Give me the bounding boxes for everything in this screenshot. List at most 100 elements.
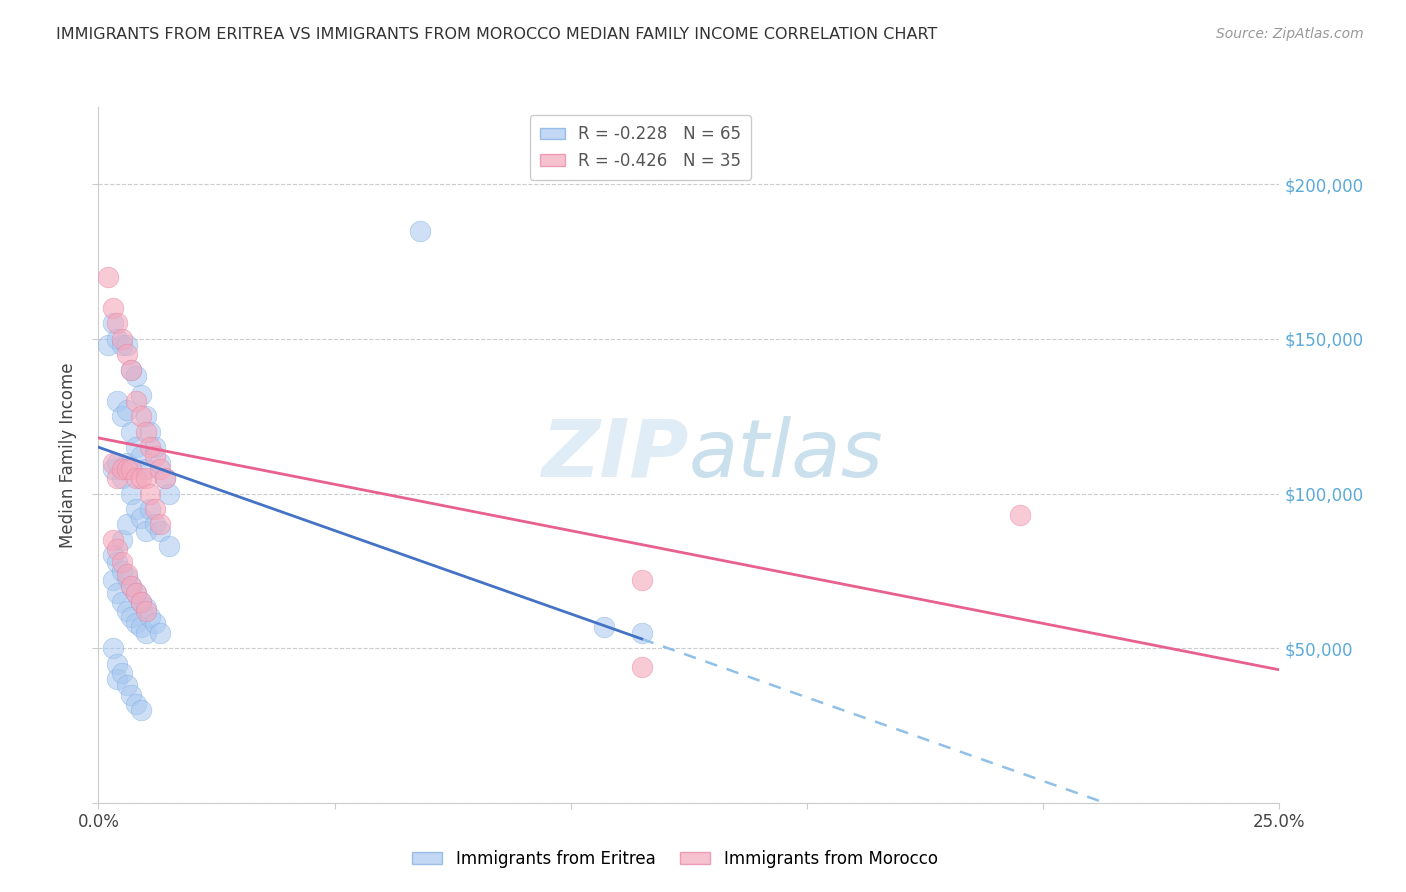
Point (135, 604, 157, 618)
Point (139, 425, 162, 439)
Point (630, 625, 652, 640)
Point (101, 533, 124, 547)
Point (105, 672, 128, 686)
Legend: R = -0.228   N = 65, R = -0.426   N = 35: R = -0.228 N = 65, R = -0.426 N = 35 (530, 115, 751, 179)
Point (135, 524, 157, 538)
Point (125, 616, 148, 631)
Y-axis label: Median Family Income: Median Family Income (59, 362, 77, 548)
Point (139, 486, 162, 500)
Point (149, 456, 172, 470)
Point (105, 542, 128, 557)
Point (105, 393, 128, 408)
Point (105, 456, 128, 470)
Point (111, 332, 134, 346)
Point (115, 456, 138, 470)
Point (153, 471, 176, 485)
Point (125, 369, 148, 384)
Point (135, 601, 157, 615)
Point (101, 301, 124, 315)
Point (101, 641, 124, 656)
Point (115, 604, 138, 618)
Point (125, 585, 148, 599)
Point (153, 471, 176, 485)
Point (125, 585, 148, 599)
Point (97, 270, 120, 285)
Point (125, 697, 148, 711)
Point (121, 610, 143, 624)
Point (105, 585, 128, 599)
Point (135, 425, 157, 439)
Point (111, 555, 134, 569)
Point (101, 317, 124, 331)
Point (149, 625, 172, 640)
Point (143, 450, 166, 464)
Point (105, 555, 128, 569)
Point (111, 338, 134, 352)
Point (135, 625, 157, 640)
Point (121, 462, 143, 476)
Point (125, 440, 148, 454)
Point (115, 462, 138, 476)
Point (143, 502, 166, 516)
Point (111, 665, 134, 680)
Point (129, 511, 152, 525)
Point (121, 363, 143, 377)
Point (149, 462, 172, 476)
Point (111, 471, 134, 485)
Point (105, 657, 128, 671)
Point (143, 517, 166, 532)
Legend: Immigrants from Eritrea, Immigrants from Morocco: Immigrants from Eritrea, Immigrants from… (405, 844, 945, 875)
Point (135, 462, 157, 476)
Point (143, 440, 166, 454)
Point (111, 533, 134, 547)
Point (129, 409, 152, 424)
Point (111, 564, 134, 578)
Point (129, 471, 152, 485)
Point (121, 363, 143, 377)
Point (157, 486, 180, 500)
Point (115, 570, 138, 584)
Point (129, 703, 152, 717)
Point (630, 659, 652, 673)
Point (111, 595, 134, 609)
Point (105, 332, 128, 346)
Point (105, 471, 128, 485)
Point (121, 688, 143, 702)
Point (129, 619, 152, 633)
Text: atlas: atlas (689, 416, 884, 494)
Point (101, 549, 124, 563)
Point (157, 539, 180, 553)
Point (125, 393, 148, 408)
Point (121, 486, 143, 500)
Point (129, 595, 152, 609)
Point (115, 678, 138, 692)
Point (111, 462, 134, 476)
Point (1008, 508, 1031, 523)
Text: IMMIGRANTS FROM ERITREA VS IMMIGRANTS FROM MOROCCO MEDIAN FAMILY INCOME CORRELAT: IMMIGRANTS FROM ERITREA VS IMMIGRANTS FR… (56, 27, 938, 42)
Point (135, 471, 157, 485)
Point (115, 338, 138, 352)
Point (129, 450, 152, 464)
Point (101, 462, 124, 476)
Point (111, 409, 134, 424)
Point (135, 409, 157, 424)
Point (149, 517, 172, 532)
Point (129, 387, 152, 401)
Point (105, 317, 128, 331)
Point (121, 425, 143, 439)
Text: Source: ZipAtlas.com: Source: ZipAtlas.com (1216, 27, 1364, 41)
Point (408, 224, 430, 238)
Point (115, 403, 138, 417)
Point (125, 502, 148, 516)
Point (125, 471, 148, 485)
Point (593, 619, 616, 633)
Point (115, 347, 138, 361)
Point (121, 579, 143, 593)
Point (139, 502, 162, 516)
Point (149, 524, 172, 538)
Point (143, 616, 166, 631)
Point (97, 338, 120, 352)
Point (101, 573, 124, 587)
Point (115, 517, 138, 532)
Point (139, 440, 162, 454)
